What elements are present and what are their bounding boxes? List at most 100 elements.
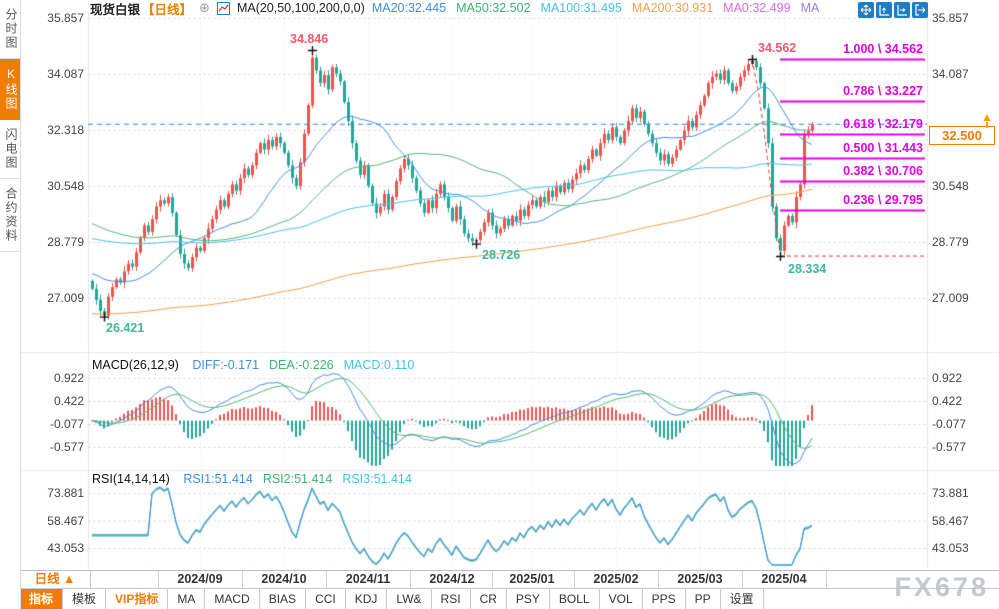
price-up-arrow-icon: ▲ (981, 111, 993, 129)
fib-level-label: 0.618 \ 32.179 (843, 117, 923, 132)
x-axis-month-label: 2024/12 (429, 572, 475, 586)
current-price-box: 32.500 (929, 126, 995, 146)
watermark: FX678 (894, 572, 989, 602)
toolbar-tab-MACD[interactable]: MACD (205, 589, 260, 609)
price-axis-label-left: 35.857 (47, 11, 84, 25)
x-axis-tick (410, 571, 411, 588)
ma-value: MA100:31.495 (540, 1, 622, 15)
rsi-axis-label-right: 58.467 (932, 513, 969, 528)
toolbar-tab-VIP指标[interactable]: VIP指标 (106, 589, 169, 609)
price-axis-label-left: 27.009 (47, 291, 84, 305)
indicator-value: MACD:0.110 (343, 358, 415, 372)
toolbar-tab-模板[interactable]: 模板 (63, 589, 107, 609)
price-axis-label-left: 32.318 (47, 123, 84, 137)
x-axis-month-label: 2025/03 (677, 572, 723, 586)
toolbar-tab-KDJ[interactable]: KDJ (346, 589, 388, 609)
ma-settings-label: MA(20,50,100,200,0,0) (236, 1, 365, 15)
x-axis-month-label: 2024/10 (261, 572, 307, 586)
chart-toolbar-icons (858, 2, 928, 18)
ma-value: MA20:32.445 (371, 1, 447, 15)
ma-value: MA200:30.931 (631, 1, 714, 15)
add-indicator-icon[interactable]: ⊕ (199, 0, 210, 15)
macd-axis-label-right: -0.577 (932, 440, 967, 454)
rsi-axis-label-right: 73.881 (932, 486, 969, 500)
price-extreme-label: 28.334 (788, 262, 827, 277)
sidebar-tab-1[interactable]: 分时图 (0, 0, 20, 59)
toolbar-tab-LW&[interactable]: LW& (387, 589, 432, 609)
period-selector[interactable]: 日线 ▲ (20, 571, 91, 589)
price-axis-label-left: 28.779 (47, 235, 84, 249)
macd-axis-label-right: 0.922 (932, 371, 963, 385)
indicator-value: RSI3:51.414 (342, 472, 412, 486)
fib-level-label: 1.000 \ 34.562 (843, 41, 923, 56)
macd-axis-label-left: 0.922 (53, 371, 84, 385)
x-axis-month-label: 2025/02 (593, 572, 639, 586)
x-axis-tick (492, 571, 493, 588)
chart-header: 现货白银 【日线】 ⊕ MA(20,50,100,200,0,0) MA20:32… (90, 0, 820, 17)
ma-values: MA20:32.445 MA50:32.502 MA100:31.495 MA200:… (372, 1, 820, 15)
x-axis-row: 日线 ▲ 2024/09 2024/10 2024/11 2024/12 2025/01… (20, 570, 999, 589)
toolbar-tab-PPS[interactable]: PPS (643, 589, 686, 609)
x-axis-tick (574, 571, 575, 588)
crosshair-icon[interactable] (858, 2, 874, 18)
toolbar-tab-指标[interactable]: 指标 (20, 589, 64, 609)
toolbar-tab-PP[interactable]: PP (686, 589, 721, 609)
x-axis-month-label: 2025/04 (761, 572, 807, 586)
toolbar-tab-VOL[interactable]: VOL (600, 589, 643, 609)
scale-up-icon[interactable] (876, 2, 892, 18)
x-axis-tick (326, 571, 327, 588)
price-extreme-label: 26.421 (106, 320, 145, 335)
fib-level-label: 0.786 \ 33.227 (843, 84, 923, 99)
macd-axis-label-left: -0.577 (49, 440, 84, 454)
chart-canvas[interactable] (0, 0, 999, 570)
x-axis-month-label: 2025/01 (509, 572, 555, 586)
toolbar-tab-CR[interactable]: CR (471, 589, 507, 609)
sidebar-tab-4[interactable]: 合约资料 (0, 179, 20, 252)
ma-value: MA50:32.502 (456, 1, 531, 15)
period-tag: 【日线】 (142, 2, 193, 17)
price-axis-label-right: 34.087 (932, 67, 969, 81)
price-extreme-label: 34.562 (758, 40, 797, 55)
toolbar-tab-BOLL[interactable]: BOLL (550, 589, 600, 609)
indicator-value: RSI1:51.414 (183, 472, 253, 486)
x-axis-month-label: 2024/11 (345, 572, 391, 586)
x-axis-month-label: 2024/09 (177, 572, 223, 586)
macd-axis-label-left: 0.422 (53, 394, 84, 408)
price-axis-label-left: 34.087 (47, 67, 84, 81)
toolbar-tab-CCI[interactable]: CCI (306, 589, 346, 609)
rsi-axis-label-left: 73.881 (47, 486, 84, 500)
toolbar-tab-PSY[interactable]: PSY (507, 589, 550, 609)
indicator-value: DEA:-0.226 (269, 358, 334, 372)
x-axis-tick (658, 571, 659, 588)
toolbar-tab-RSI[interactable]: RSI (432, 589, 471, 609)
indicator-value: RSI2:51.414 (262, 472, 333, 486)
rsi-header: RSI(14,14,14) RSI1:51.414 RSI2:51.414 RSI3… (92, 472, 422, 486)
scale-right-icon[interactable] (894, 2, 910, 18)
indicator-value: DIFF:-0.171 (192, 358, 260, 372)
chart-type-sidebar: 分时图 K线图 闪电图 合约资料 (0, 0, 21, 609)
macd-title-label: MACD(26,12,9) (92, 358, 179, 372)
rsi-axis-label-left: 58.467 (47, 513, 84, 528)
macd-axis-label-left: -0.077 (49, 417, 84, 431)
price-extreme-label: 34.846 (290, 31, 329, 46)
ma-value: MA0:32.499 (723, 1, 791, 15)
x-axis-tick (826, 571, 827, 588)
rsi-axis-label-left: 43.053 (47, 541, 84, 555)
x-axis-tick (158, 571, 159, 588)
toolbar-tab-设置[interactable]: 设置 (721, 589, 764, 609)
exit-right-icon[interactable] (912, 2, 928, 18)
macd-axis-label-right: -0.077 (932, 417, 967, 431)
fib-level-label: 0.236 \ 29.795 (843, 192, 923, 207)
price-axis-label-left: 30.548 (47, 179, 84, 193)
sidebar-tab-2[interactable]: K线图 (0, 59, 20, 120)
price-axis-label-right: 35.857 (932, 11, 969, 25)
indicator-toolbar: 指标 模板 VIP指标 MA MACD BIAS CCI KDJ LW& RSI CR PSY BOLL… (20, 588, 999, 609)
toolbar-tab-MA[interactable]: MA (168, 589, 206, 609)
chart-style-icon[interactable] (216, 1, 230, 15)
macd-header: MACD(26,12,9) DIFF:-0.171 DEA:-0.226 MACD:… (92, 358, 424, 372)
fib-level-label: 0.382 \ 30.706 (843, 164, 923, 178)
sidebar-tab-3[interactable]: 闪电图 (0, 120, 20, 179)
toolbar-tab-BIAS[interactable]: BIAS (260, 589, 307, 609)
price-axis-label-right: 30.548 (932, 179, 969, 193)
